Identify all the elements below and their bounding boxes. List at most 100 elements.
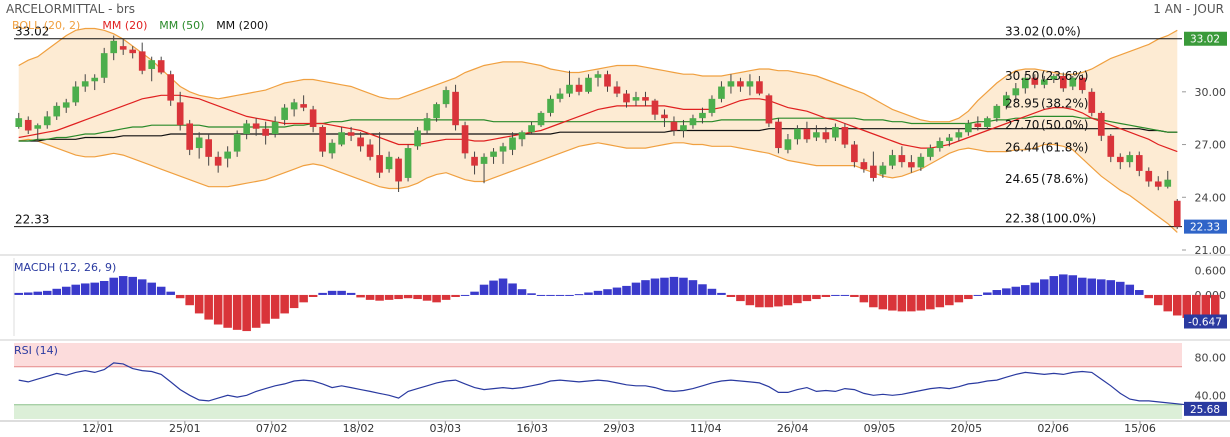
candle xyxy=(72,86,80,103)
candle xyxy=(100,53,108,78)
candle xyxy=(860,162,868,170)
candle xyxy=(309,109,317,127)
macd-bar xyxy=(669,276,679,295)
candle xyxy=(946,137,953,142)
candle xyxy=(794,128,801,140)
candle xyxy=(927,148,934,157)
candle xyxy=(347,132,355,136)
macd-bar xyxy=(185,294,194,306)
macd-bar xyxy=(536,294,546,296)
macd-bar xyxy=(470,291,479,295)
candle xyxy=(433,104,440,119)
candle xyxy=(290,102,298,110)
macd-bar xyxy=(327,290,337,295)
x-axis-label: 15/06 xyxy=(1124,422,1156,435)
macd-axis-label: 0.600 xyxy=(1195,264,1227,277)
macd-bar xyxy=(821,294,831,297)
legend-item: BOLL (20, 2) xyxy=(12,19,80,32)
macd-bar xyxy=(14,292,24,295)
candle xyxy=(357,137,364,147)
candle xyxy=(176,102,184,126)
candle xyxy=(689,118,697,126)
macd-bar xyxy=(232,294,242,330)
candle xyxy=(186,123,193,150)
macd-bar xyxy=(802,294,812,302)
macd-bar xyxy=(707,288,717,295)
macd-bar xyxy=(1078,277,1087,295)
macd-bar xyxy=(783,294,793,306)
macd-bar xyxy=(498,278,508,295)
macd-bar xyxy=(527,293,536,295)
candle xyxy=(91,77,99,82)
macd-bar xyxy=(1125,284,1135,295)
candle xyxy=(870,165,877,178)
candle xyxy=(385,156,393,170)
macd-bar xyxy=(337,290,346,295)
candle xyxy=(43,116,51,126)
fib-pct: (50.0%) xyxy=(1041,118,1088,132)
price-axis-label: 24.00 xyxy=(1195,191,1227,204)
candle xyxy=(746,81,754,87)
macd-bar xyxy=(61,286,71,295)
macd-bar xyxy=(375,294,384,301)
candle xyxy=(1126,155,1134,163)
rsi-badge-label: 25.68 xyxy=(1190,404,1220,416)
x-axis-label: 02/06 xyxy=(1037,422,1069,435)
candle xyxy=(509,137,516,150)
macd-title: MACDH (12, 26, 9) xyxy=(14,261,116,274)
candle xyxy=(613,86,621,94)
macd-bar xyxy=(299,294,308,303)
macd-bar xyxy=(926,294,935,310)
legend-item: MM (50) xyxy=(159,19,204,32)
candle xyxy=(889,155,896,166)
macd-bar xyxy=(166,291,175,295)
candle xyxy=(300,104,307,108)
macd-bar xyxy=(422,294,432,301)
candle xyxy=(271,121,279,134)
macd-bar xyxy=(1182,294,1192,318)
candle xyxy=(423,118,431,131)
candle xyxy=(518,132,526,140)
macd-bar xyxy=(736,294,745,302)
candle xyxy=(1088,91,1096,113)
macd-bar xyxy=(1011,286,1021,295)
candle xyxy=(699,112,706,119)
candle xyxy=(138,51,146,71)
candle xyxy=(262,128,269,136)
macd-bar xyxy=(460,294,470,296)
candle xyxy=(898,155,906,163)
macd-bar xyxy=(612,287,622,295)
macd-bar xyxy=(935,294,945,308)
macd-bar xyxy=(109,277,118,295)
macd-bar xyxy=(755,294,764,308)
macd-bar xyxy=(413,294,422,300)
macd-bar xyxy=(441,294,451,300)
candle xyxy=(537,112,545,126)
macd-bar xyxy=(261,294,270,324)
macd-bar xyxy=(1153,294,1163,306)
candle xyxy=(110,40,118,54)
candle xyxy=(993,105,1001,119)
candle xyxy=(404,148,412,178)
price-badge xyxy=(1184,31,1227,46)
macd-bar xyxy=(1049,276,1059,295)
candle xyxy=(708,98,716,113)
candle xyxy=(651,100,659,115)
candle xyxy=(851,144,858,163)
candle xyxy=(119,46,127,50)
macd-bar xyxy=(574,294,584,296)
macd-bar xyxy=(384,294,394,300)
macd-bar xyxy=(308,294,318,297)
macd-bar xyxy=(878,294,888,310)
period-selector[interactable]: 1 AN - JOUR xyxy=(1153,2,1224,16)
macd-bar xyxy=(641,280,650,295)
price-axis-label: 30.00 xyxy=(1195,86,1227,99)
candle xyxy=(1069,77,1077,87)
candle xyxy=(670,121,678,131)
fib-pct: (38.2%) xyxy=(1041,96,1088,110)
macd-bar xyxy=(1163,294,1173,312)
macd-bar xyxy=(33,291,43,295)
candle xyxy=(661,114,668,119)
x-axis-label: 20/05 xyxy=(950,422,982,435)
